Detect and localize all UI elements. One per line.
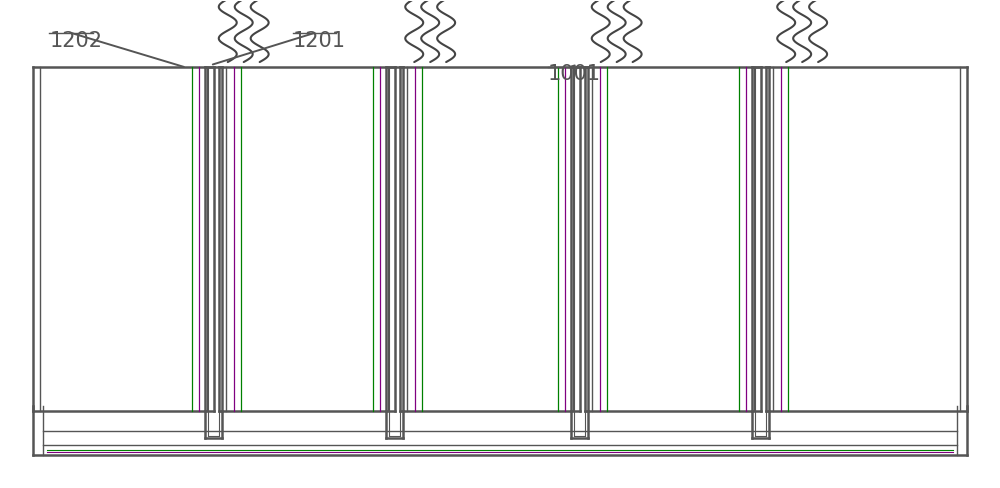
Text: 1202: 1202 [49,31,102,50]
Text: 1001: 1001 [548,64,601,84]
Text: 1201: 1201 [293,31,346,50]
